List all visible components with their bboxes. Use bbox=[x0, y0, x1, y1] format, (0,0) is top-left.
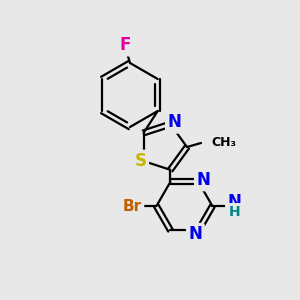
Text: S: S bbox=[135, 152, 147, 170]
Text: H: H bbox=[229, 205, 240, 219]
Text: F: F bbox=[119, 36, 131, 54]
Text: N: N bbox=[188, 225, 203, 243]
Text: N: N bbox=[196, 171, 210, 189]
Text: N: N bbox=[167, 113, 182, 131]
Text: N: N bbox=[227, 193, 242, 211]
Text: Br: Br bbox=[123, 199, 142, 214]
Text: CH₃: CH₃ bbox=[211, 136, 236, 149]
